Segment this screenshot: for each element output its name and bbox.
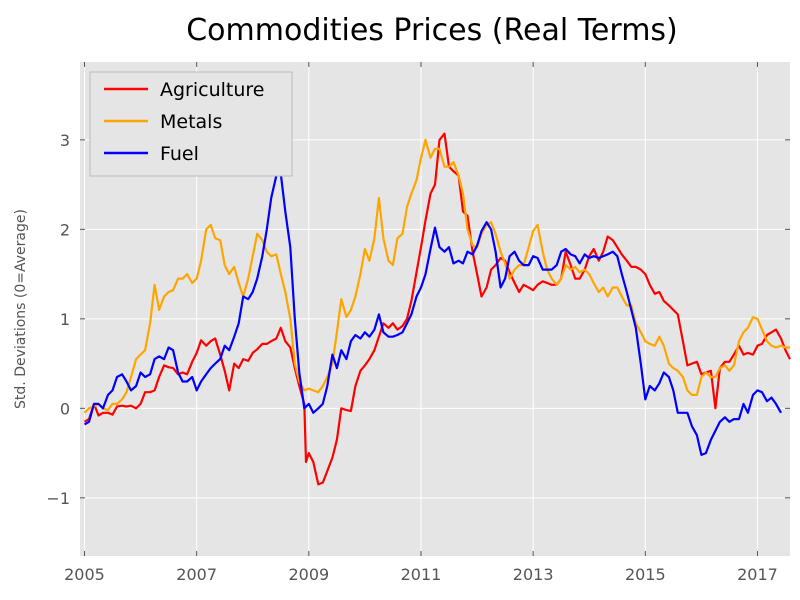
x-tick-labels: 2005 2007 2009 2011 2013 2015 2017 — [64, 565, 778, 584]
x-tick-label: 2007 — [176, 565, 217, 584]
x-tick-label: 2015 — [625, 565, 666, 584]
y-tick-label: −1 — [46, 489, 70, 508]
y-tick-label: 2 — [60, 220, 70, 239]
series-line-agriculture — [83, 132, 791, 486]
series-line-fuel — [83, 172, 782, 456]
chart-title: Commodities Prices (Real Terms) — [186, 13, 678, 48]
legend-label: Agriculture — [160, 79, 265, 101]
legend-label: Fuel — [160, 143, 199, 165]
y-tick-label: 0 — [60, 399, 70, 418]
x-tick-label: 2011 — [401, 565, 442, 584]
x-tick-label: 2009 — [288, 565, 329, 584]
series-line-metals — [83, 138, 790, 414]
x-tick-label: 2017 — [737, 565, 778, 584]
legend-label: Metals — [160, 111, 222, 133]
x-tick-label: 2005 — [64, 565, 105, 584]
legend: Agriculture Metals Fuel — [89, 71, 293, 177]
axis-ticks — [80, 62, 790, 556]
series-lines — [83, 132, 791, 486]
x-tick-label: 2013 — [513, 565, 554, 584]
y-tick-label: 1 — [60, 310, 70, 329]
y-tick-label: 3 — [60, 131, 70, 150]
y-axis-title: Std. Deviations (0=Average) — [13, 209, 29, 409]
y-tick-labels: −1 0 1 2 3 — [46, 131, 70, 508]
